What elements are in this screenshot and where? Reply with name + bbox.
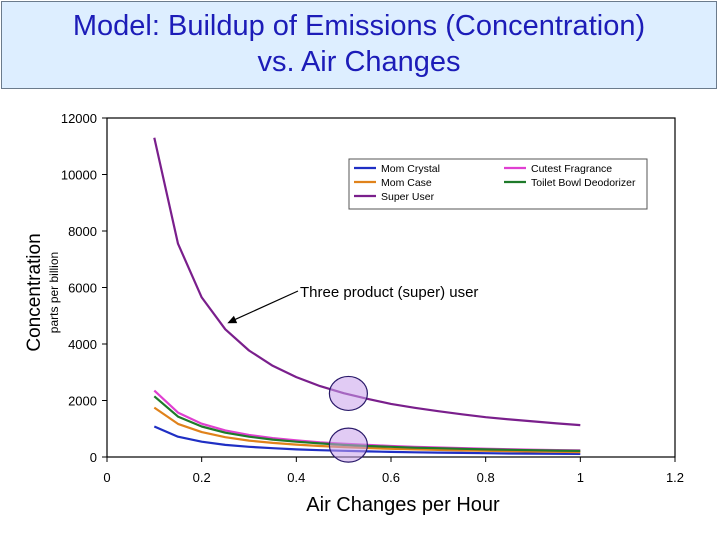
series-line-super-user [153,137,581,427]
x-tick-label: 0 [103,470,110,485]
legend-label: Cutest Fragrance [531,163,612,175]
legend-label: Toilet Bowl Deodorizer [531,177,636,189]
highlight-circle [328,427,368,463]
y-tick-label: 0 [90,450,97,465]
x-tick-label: 1.2 [666,470,684,485]
slide-title-line-2: vs. Air Changes [257,46,461,78]
x-axis-label: Air Changes per Hour [306,494,500,516]
y-tick-label: 6000 [68,281,97,296]
slide-title-box: Model: Buildup of Emissions (Concentrati… [1,1,717,89]
y-axis-sublabel: parts per billion [47,252,61,333]
x-tick-label: 0.6 [382,470,400,485]
x-tick-label: 1 [577,470,584,485]
y-tick-label: 2000 [68,394,97,409]
x-tick-label: 0.4 [287,470,305,485]
emissions-chart: 0 2000 4000 6000 8000 10000 12000 0 0.2 0.4 0.6 0.8… [18,105,694,532]
y-tick-label: 8000 [68,224,97,239]
legend-box [348,158,648,210]
annotation-arrow-line [231,290,299,322]
legend-label: Mom Case [381,177,432,189]
annotation-label: Three product (super) user [300,284,478,301]
y-axis-label: Concentration [24,233,45,351]
highlight-circle [328,375,368,412]
annotation-arrowhead [227,315,238,324]
y-tick-label: 4000 [68,337,97,352]
slide-title-line-1: Model: Buildup of Emissions (Concentrati… [72,10,646,42]
series-line-mom-crystal [153,425,581,455]
legend-label: Super User [381,191,435,203]
x-tick-label: 0.8 [477,470,495,485]
x-tick-label: 0.2 [193,470,211,485]
legend-label: Mom Crystal [381,163,440,175]
y-tick-label: 12000 [61,111,97,126]
y-tick-label: 10000 [61,168,97,183]
